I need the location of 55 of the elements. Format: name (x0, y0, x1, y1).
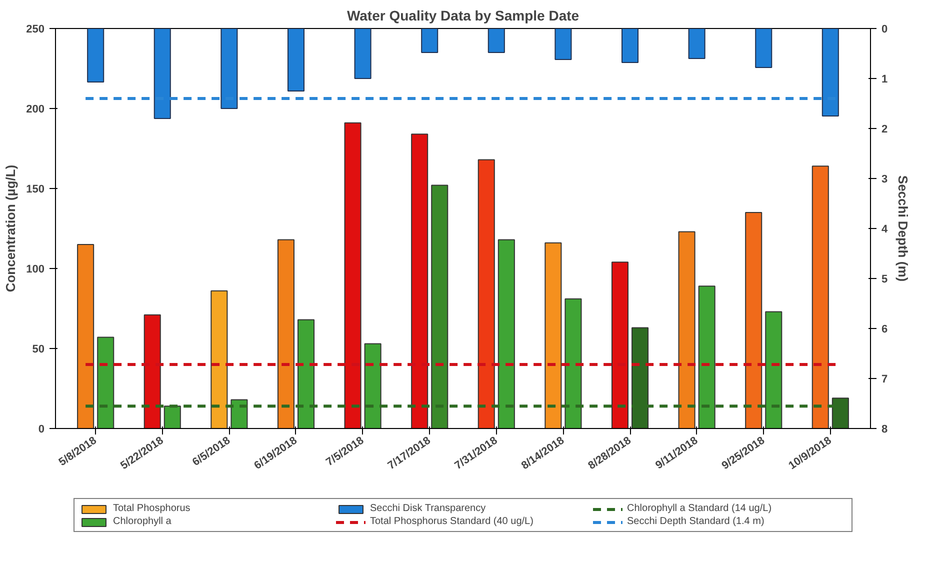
bar (344, 122, 362, 428)
y2-tick-label: 5 (882, 274, 888, 286)
bar (364, 343, 382, 428)
legend-label: Total Phosphorus (113, 503, 192, 514)
y2-tick-label: 3 (882, 174, 888, 186)
y2-axis-title: Secchi Depth (m) (896, 175, 911, 282)
y-tick-label: 150 (26, 184, 45, 196)
y2-tick-label: 7 (882, 374, 888, 386)
legend-label: Chlorophyll a (113, 516, 172, 527)
bar (144, 314, 161, 428)
y2-tick-label: 2 (882, 124, 888, 136)
bar (488, 28, 505, 53)
bar (421, 28, 438, 53)
bar (478, 159, 495, 428)
bar (87, 28, 104, 82)
y-tick-label: 50 (32, 344, 45, 356)
legend-label: Secchi Disk Transparency (370, 503, 487, 514)
bar (277, 239, 294, 428)
chart-title: Water Quality Data by Sample Date (346, 8, 580, 24)
bar (411, 134, 428, 428)
y-tick-label: 0 (38, 424, 45, 436)
bar (498, 239, 515, 428)
y2-tick-label: 0 (882, 24, 888, 36)
bar (564, 298, 582, 428)
y-tick-label: 100 (26, 264, 45, 276)
bar (812, 166, 829, 428)
bar (297, 319, 315, 428)
bar (698, 286, 716, 428)
y2-tick-label: 4 (882, 224, 888, 236)
bar (554, 28, 572, 60)
bar (755, 28, 772, 68)
bar (431, 184, 448, 428)
y-axis-title: Concentration (µg/L) (3, 164, 18, 292)
legend-label: Secchi Depth Standard (1.4 m) (627, 516, 766, 527)
bar (745, 212, 762, 428)
bar (688, 28, 706, 59)
bar (97, 336, 114, 428)
y-tick-label: 200 (26, 104, 45, 116)
legend-label: Chlorophyll a Standard (14 ug/L) (627, 503, 773, 514)
bar (287, 28, 305, 92)
bar (544, 242, 562, 428)
legend-label: Total Phosphorus Standard (40 ug/L) (370, 516, 534, 527)
y-tick-label: 250 (26, 24, 45, 36)
y2-tick-label: 8 (882, 424, 888, 436)
bar (354, 28, 372, 79)
bar (678, 231, 696, 428)
bar (230, 399, 248, 428)
bar (611, 262, 629, 428)
bar (210, 290, 228, 428)
bar (621, 28, 639, 63)
y2-tick-label: 1 (882, 74, 888, 86)
y2-tick-label: 6 (882, 324, 888, 336)
bar (77, 244, 94, 428)
bar (765, 311, 782, 428)
bar (164, 406, 181, 428)
